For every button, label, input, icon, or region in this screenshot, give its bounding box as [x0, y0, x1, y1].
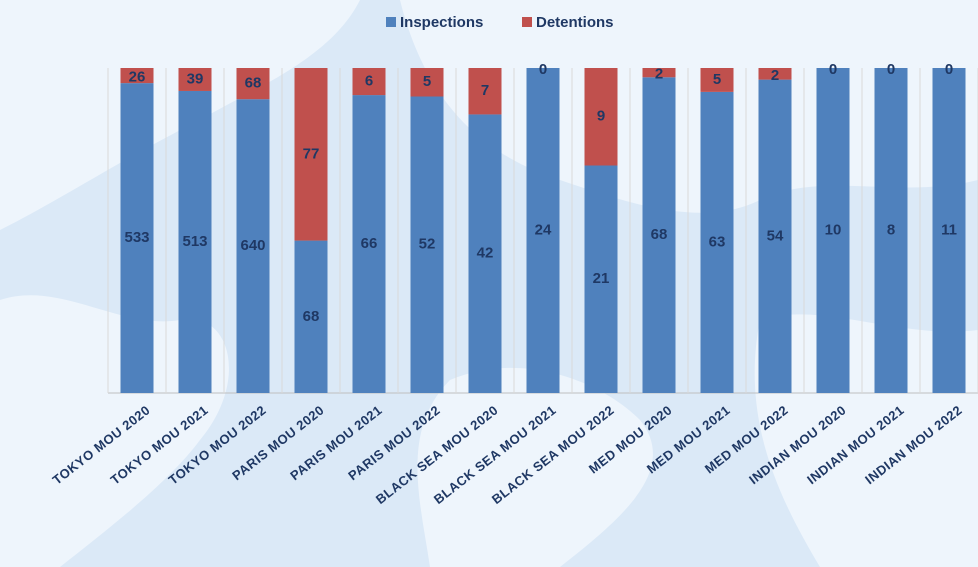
- data-label: 39: [187, 70, 204, 87]
- bar-segment: [120, 83, 154, 394]
- data-label: 24: [535, 221, 552, 238]
- bar-segment: [758, 68, 792, 80]
- bar-segment: [584, 68, 618, 166]
- bar-segment: [352, 95, 386, 393]
- bar-segment: [468, 68, 502, 115]
- data-label: 2: [771, 67, 779, 84]
- data-label: 42: [477, 245, 494, 262]
- bar-segment: [352, 68, 386, 96]
- bar-segment: [526, 68, 560, 393]
- bar-segment: [468, 114, 502, 393]
- data-label: 54: [767, 227, 784, 244]
- bar-segment: [700, 91, 734, 393]
- data-label: 52: [419, 236, 436, 253]
- legend-label: Inspections: [400, 14, 483, 31]
- bar-segment: [236, 68, 270, 100]
- bar-segment: [874, 68, 908, 393]
- bar-segment: [758, 79, 792, 393]
- bar-segment: [178, 68, 212, 91]
- data-label: 26: [129, 69, 146, 86]
- bar-segment: [178, 90, 212, 393]
- data-label: 68: [651, 226, 668, 243]
- bar-segment: [410, 96, 444, 393]
- data-label: 11: [941, 221, 957, 238]
- data-label: 63: [709, 233, 726, 250]
- data-label: 10: [825, 221, 842, 238]
- bar-segment: [236, 99, 270, 393]
- data-label: 513: [182, 233, 207, 250]
- data-label: 5: [713, 71, 721, 88]
- data-label: 0: [829, 61, 837, 78]
- data-label: 21: [593, 270, 610, 287]
- data-label: 0: [887, 61, 895, 78]
- data-label: 2: [655, 66, 663, 83]
- data-label: 8: [887, 221, 895, 238]
- bar-segment: [700, 68, 734, 92]
- data-label: 6: [365, 73, 373, 90]
- data-label: 0: [539, 61, 547, 78]
- data-label: 640: [240, 237, 265, 254]
- bar-segment: [294, 68, 328, 241]
- bar-segment: [932, 68, 966, 393]
- bar-segment: [642, 77, 676, 394]
- bar-segment: [294, 240, 328, 393]
- bar-segment: [584, 165, 618, 393]
- data-label: 7: [481, 82, 489, 99]
- legend-swatch: [522, 17, 532, 27]
- bar-segment: [410, 68, 444, 97]
- data-label: 66: [361, 235, 378, 252]
- data-label: 77: [303, 145, 320, 162]
- data-label: 9: [597, 108, 605, 125]
- bar-segment: [642, 68, 676, 78]
- data-label: 0: [945, 61, 953, 78]
- legend-label: Detentions: [536, 14, 614, 31]
- data-label: 68: [245, 75, 262, 92]
- data-label: 5: [423, 73, 431, 90]
- bar-segment: [816, 68, 850, 393]
- data-label: 68: [303, 308, 320, 325]
- data-label: 533: [124, 229, 149, 246]
- legend-swatch: [386, 17, 396, 27]
- bar-segment: [120, 68, 154, 84]
